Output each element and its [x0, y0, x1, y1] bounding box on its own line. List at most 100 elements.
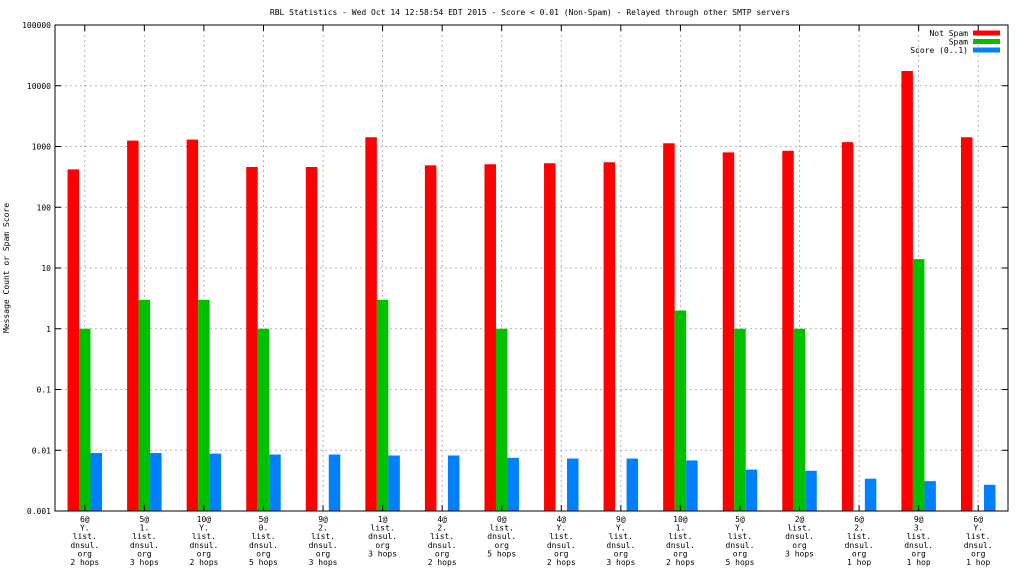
x-category-label-line: 2 hops [547, 558, 576, 567]
x-category-label-line: dnsul. [964, 541, 993, 550]
x-category-label-line: org [673, 549, 688, 558]
x-category-label-line: 1. [676, 524, 686, 533]
x-category-label-line: 1. [140, 524, 150, 533]
x-category-label-line: dnsul. [666, 541, 695, 550]
y-tick-label: 10 [41, 264, 51, 273]
x-category-label-line: list. [430, 532, 454, 541]
bar-score-0-1 [686, 460, 698, 511]
x-category-label-line: Y. [973, 524, 983, 533]
x-category-label-line: Y. [80, 524, 90, 533]
x-category-label-line: 2. [318, 524, 328, 533]
bar-not-spam [603, 162, 616, 512]
x-category-label-line: org [435, 549, 450, 558]
legend-swatch [973, 39, 1000, 44]
x-category-label-line: list. [371, 524, 395, 533]
x-category-label-line: list. [609, 532, 633, 541]
x-category-label-line: 3 hops [130, 558, 159, 567]
x-category-label-line: 5@ [259, 515, 269, 524]
x-category-label-line: org [971, 549, 986, 558]
x-category-label-line: org [137, 549, 152, 558]
x-category-label-line: dnsul. [368, 532, 397, 541]
bar-spam [674, 310, 687, 511]
labels-layer: 0.0010.010.11101001000100001000006@Y.lis… [22, 21, 993, 567]
x-category-label-line: list. [251, 532, 275, 541]
bar-not-spam [424, 165, 437, 511]
x-category-label-line: dnsul. [726, 541, 755, 550]
bar-not-spam [186, 139, 199, 511]
bar-score-0-1 [447, 455, 460, 511]
y-tick-label: 0.01 [32, 446, 51, 455]
bar-spam [376, 299, 389, 511]
x-category-label-line: dnsul. [130, 541, 159, 550]
y-tick-label: 100000 [22, 21, 51, 30]
x-category-label-line: dnsul. [428, 541, 457, 550]
x-category-label-line: 5 hops [487, 549, 516, 558]
x-category-label-line: list. [787, 524, 811, 533]
x-category-label-line: org [554, 549, 569, 558]
x-category-label-line: list. [73, 532, 97, 541]
x-category-label-line: 3 hops [606, 558, 635, 567]
bar-not-spam [782, 150, 794, 512]
x-category-label-line: 2. [854, 524, 864, 533]
x-category-label-line: 2. [437, 524, 447, 533]
x-category-label-line: list. [192, 532, 216, 541]
bar-spam [257, 328, 270, 511]
x-category-label-line: 6@ [854, 515, 864, 524]
bar-spam [198, 299, 210, 511]
x-category-label-line: org [256, 549, 271, 558]
bar-score-0-1 [507, 457, 519, 511]
x-category-label-line: org [911, 549, 926, 558]
x-category-label-line: 3 hops [309, 558, 338, 567]
x-category-label-line: org [852, 549, 867, 558]
x-category-label-line: org [78, 549, 93, 558]
bar-score-0-1 [745, 469, 758, 511]
bar-not-spam [722, 152, 735, 512]
bar-score-0-1 [269, 454, 281, 511]
y-tick-label: 1000 [32, 143, 51, 152]
y-tick-label: 10000 [27, 82, 51, 91]
x-category-label-line: list. [668, 532, 692, 541]
bar-not-spam [484, 164, 496, 511]
bar-score-0-1 [328, 454, 341, 511]
bar-not-spam [127, 140, 139, 511]
bar-score-0-1 [626, 458, 639, 511]
x-category-label-line: 5@ [140, 515, 150, 524]
bar-not-spam [901, 70, 913, 511]
y-tick-label: 0.1 [37, 386, 52, 395]
x-category-label-line: 3. [914, 524, 924, 533]
legend-label: Not Spam [929, 29, 968, 38]
x-category-label-line: 0@ [497, 515, 507, 524]
x-category-label-line: list. [728, 532, 752, 541]
x-category-label-line: org [792, 541, 807, 550]
x-category-label-line: 4@ [437, 515, 447, 524]
x-category-label-line: list. [132, 532, 156, 541]
x-category-label-line: list. [311, 532, 335, 541]
bar-score-0-1 [864, 478, 877, 511]
x-category-label-line: dnsul. [785, 532, 814, 541]
bar-spam [912, 259, 925, 511]
bar-spam [79, 328, 91, 511]
bar-score-0-1 [90, 453, 103, 511]
x-category-label-line: 9@ [616, 515, 626, 524]
bar-not-spam [663, 143, 675, 511]
bar-score-0-1 [983, 484, 996, 511]
x-category-label-line: 9@ [318, 515, 328, 524]
x-category-label-line: list. [966, 532, 990, 541]
bar-not-spam [960, 137, 973, 512]
bars-layer [67, 70, 996, 512]
bar-spam [734, 328, 746, 511]
x-category-label-line: Y. [556, 524, 566, 533]
x-category-label-line: dnsul. [845, 541, 874, 550]
bar-spam [793, 328, 806, 511]
x-category-label-line: org [375, 541, 390, 550]
x-category-label-line: 5 hops [249, 558, 278, 567]
bar-not-spam [246, 166, 258, 511]
